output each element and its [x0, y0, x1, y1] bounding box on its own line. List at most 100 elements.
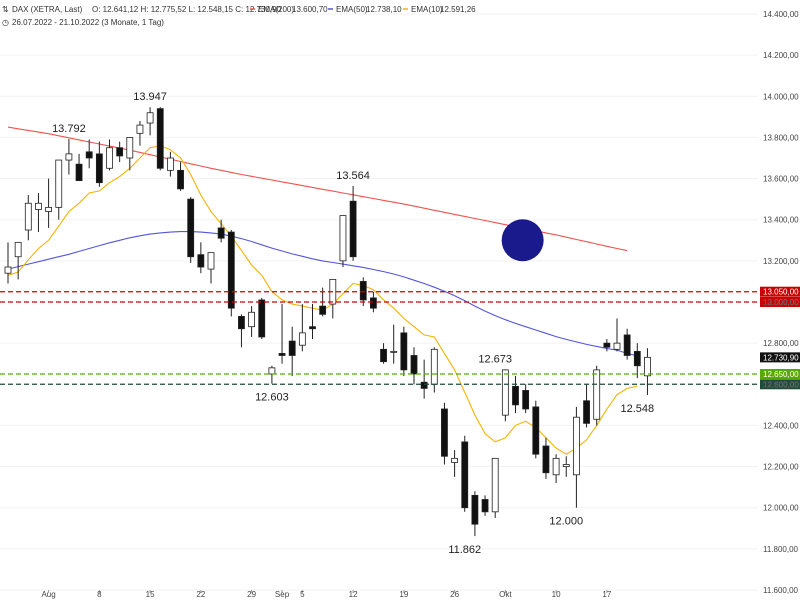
candle-body: [390, 350, 398, 353]
x-tick-label: 12: [349, 590, 358, 599]
candle-body: [319, 305, 327, 315]
ema50-legend-value: 12.738,10: [366, 5, 402, 14]
candle-body: [501, 369, 509, 416]
candle-body: [197, 254, 205, 268]
x-tick-label: 15: [146, 590, 155, 599]
candle-body: [65, 153, 73, 161]
candle-body: [491, 457, 499, 513]
candle-body: [542, 445, 550, 474]
candle-body: [258, 299, 266, 338]
last-price-label: 12.730,90: [763, 353, 799, 362]
x-tick-label: 5: [300, 590, 305, 599]
date-range-label: 26.07.2022 - 21.10.2022 (3 Monate, 1 Tag…: [12, 18, 164, 27]
clock-icon: ◷: [2, 18, 9, 27]
candle-body: [451, 457, 459, 463]
candle-body: [45, 206, 52, 212]
candle-body: [359, 281, 367, 301]
candle-body: [410, 355, 418, 375]
y-tick-label: 14.000,00: [763, 92, 799, 101]
candle-body: [75, 163, 83, 182]
candle-body: [4, 266, 12, 274]
candle-body: [136, 124, 144, 134]
candle-body: [24, 202, 32, 231]
candle-body: [309, 326, 316, 330]
candle-body: [177, 169, 184, 190]
candle-body: [430, 348, 438, 385]
y-tick-label: 12.800,00: [763, 339, 799, 348]
candle-body: [441, 408, 448, 457]
candle-body: [349, 200, 357, 258]
last-price-badge: [760, 352, 800, 363]
x-tick-label: 8: [97, 590, 102, 599]
price-annotation: 13.947: [133, 91, 167, 103]
candle-body: [268, 367, 276, 375]
candle-body: [369, 297, 377, 309]
candle-body: [481, 499, 489, 513]
ema10-legend-value: 12.591,26: [440, 5, 476, 14]
y-tick-label: 14.400,00: [763, 10, 799, 19]
candle-body: [146, 112, 154, 124]
ema200-legend-label: EMA(200): [258, 5, 294, 14]
ema50-legend-label: EMA(50): [336, 5, 368, 14]
x-tick-label: 26: [450, 590, 459, 599]
instrument-label: DAX (XETRA, Last): [12, 5, 83, 14]
candle-body: [116, 147, 124, 157]
circle-marker: [501, 219, 544, 262]
y-axis: 11.600,00 11.800,00 12.000,00 12.200,00 12.4…: [763, 10, 799, 595]
candle-body: [187, 198, 195, 258]
grid: [0, 13, 758, 591]
candle-body: [14, 241, 22, 258]
candle-body: [55, 159, 63, 208]
candle-body: [278, 353, 286, 356]
x-tick-label: 17: [602, 590, 611, 599]
y-tick-label: 12.600,00: [763, 380, 799, 389]
price-annotation: 13.792: [52, 123, 86, 135]
candle-body: [583, 400, 590, 424]
candle-body: [623, 334, 631, 356]
candle-body: [573, 416, 580, 476]
candle-body: [238, 315, 245, 330]
x-axis: Aug 8 15 22 29 Sep 5 12 19 26 Okt 10 17: [41, 590, 612, 599]
header-legend: ⇅ DAX (XETRA, Last) O: 12.641,12 H: 12.7…: [2, 5, 476, 27]
ohlc-readout: O: 12.641,12 H: 12.775,52 L: 12.548,15 C…: [92, 5, 282, 14]
candle-body: [288, 340, 296, 356]
candle-body: [522, 390, 530, 410]
x-tick-label: 22: [196, 590, 205, 599]
ema50-line: [7, 231, 638, 357]
candle-body: [471, 494, 479, 525]
price-annotation: 13.564: [336, 170, 370, 182]
candle-body: [562, 464, 570, 467]
candle-body: [532, 406, 540, 455]
price-annotation: 12.673: [478, 353, 512, 365]
candle-body: [126, 137, 134, 159]
candle-body: [166, 157, 174, 171]
level-badge-label: 13.000,00: [763, 298, 799, 307]
price-annotation: 11.862: [448, 544, 481, 556]
candle-body: [106, 147, 113, 169]
candle-body: [339, 215, 347, 262]
candle-body: [156, 108, 164, 169]
candle-body: [633, 350, 641, 367]
y-tick-label: 14.200,00: [763, 51, 799, 60]
y-tick-label: 12.400,00: [763, 421, 799, 430]
x-tick-label: 10: [552, 590, 561, 599]
y-tick-label: 13.400,00: [763, 216, 799, 225]
x-tick-label: 29: [247, 590, 256, 599]
candle-body: [248, 311, 256, 328]
price-annotation: 12.603: [255, 392, 289, 404]
level-badge-label: 13.050,00: [763, 288, 799, 297]
candle-body: [400, 332, 408, 371]
price-annotation: 12.000: [549, 516, 583, 528]
price-annotation: 12.548: [620, 403, 654, 415]
level-badge: [760, 297, 800, 307]
x-tick-label: Aug: [41, 590, 55, 599]
instrument-icon: ⇅: [2, 5, 9, 14]
level-badge: [760, 369, 800, 379]
candle-body: [85, 151, 93, 159]
level-badge: [760, 379, 800, 390]
candle-body: [207, 252, 215, 270]
level-badge-label: 12.600,00: [763, 380, 799, 389]
x-tick-label: 19: [399, 590, 408, 599]
